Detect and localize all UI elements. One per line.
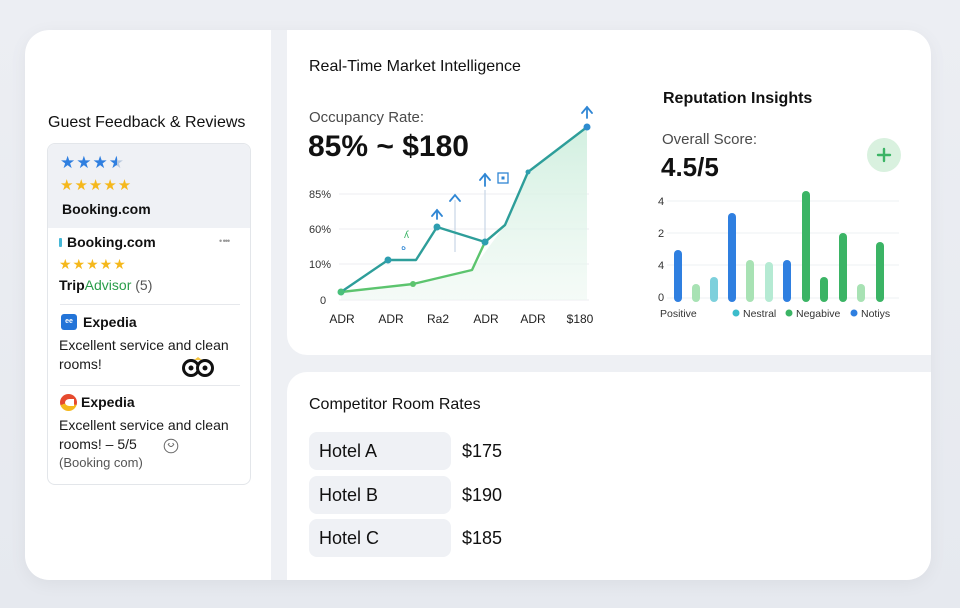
overall-score-label: Overall Score: — [662, 131, 758, 148]
blue-star-rating: ★★★★ — [60, 154, 125, 171]
expedia-icon: ee — [61, 314, 77, 330]
star-icon: ★ — [60, 153, 77, 172]
svg-text:0: 0 — [658, 292, 664, 304]
hotel-a-rate: $175 — [462, 441, 503, 461]
svg-text:Nestral: Nestral — [743, 308, 776, 320]
reputation-bar-chart: 4 2 4 0 Positive — [658, 191, 899, 320]
y-axis-labels: 4 2 4 0 — [658, 196, 664, 304]
star-icon: ★ — [76, 153, 93, 172]
bars — [674, 191, 884, 302]
svg-text:$180: $180 — [567, 312, 594, 326]
svg-text:Ra2: Ra2 — [427, 312, 449, 326]
data-point — [525, 169, 531, 175]
review-item[interactable]: ee Expedia Excellent service and clean r… — [59, 313, 241, 379]
hotel-a-row[interactable]: Hotel A — [309, 432, 451, 470]
competitor-rates-title: Competitor Room Rates — [309, 396, 481, 413]
data-point — [384, 256, 392, 264]
svg-text:85%: 85% — [309, 189, 331, 201]
data-point — [337, 288, 345, 296]
divider — [60, 304, 240, 305]
review-item[interactable]: Booking.com • ••• ★★★★★ TripAdvisor (5) — [59, 234, 241, 294]
svg-text:60%: 60% — [309, 224, 331, 236]
review-secondary: TripAdvisor (5) — [59, 277, 152, 293]
feedback-card: ★★★★ ★★★★★ Booking.com Booking.com • •••… — [47, 143, 251, 485]
review-stars: ★★★★★ — [59, 256, 127, 272]
review-source: Expedia — [83, 314, 137, 330]
review-count: (5) — [135, 277, 153, 293]
review-source: Expedia — [81, 394, 135, 410]
review-source: Booking.com — [67, 234, 156, 250]
review-text: Excellent service and clean rooms! — [59, 337, 229, 372]
svg-text:ADR: ADR — [473, 312, 499, 326]
divider — [60, 385, 240, 386]
svg-text:4: 4 — [658, 196, 664, 208]
tripadvisor-label-part2: Advisor — [84, 277, 132, 293]
booking-icon — [59, 238, 62, 247]
tripadvisor-owl-icon — [182, 357, 214, 377]
guest-feedback-panel: Guest Feedback & Reviews ★★★★ ★★★★★ Book… — [25, 30, 271, 580]
half-star-icon: ★ — [108, 153, 125, 172]
smiley-icon — [163, 438, 179, 454]
star-icon: ★★★★★ — [60, 177, 133, 194]
y-axis-labels: 85% 60% 10% 0 — [309, 189, 331, 307]
up-arrow-icons — [431, 105, 593, 220]
small-annotation: ʎ — [404, 230, 409, 241]
add-button[interactable] — [867, 138, 901, 172]
star-icon: ★ — [92, 153, 109, 172]
hotel-b-rate: $190 — [462, 485, 503, 505]
area-fill — [341, 127, 587, 300]
data-point — [481, 238, 489, 246]
svg-text:Negabive: Negabive — [796, 308, 841, 320]
svg-text:Notiys: Notiys — [861, 308, 890, 320]
data-point — [410, 281, 416, 287]
svg-text:4: 4 — [658, 260, 664, 272]
dashboard-frame: Guest Feedback & Reviews ★★★★ ★★★★★ Book… — [25, 30, 931, 580]
small-annotation: ه — [401, 242, 406, 253]
tripadvisor-label-part1: Trip — [59, 277, 85, 293]
rating-summary: ★★★★ ★★★★★ Booking.com — [48, 144, 250, 228]
review-item[interactable]: Expedia Excellent service and clean room… — [59, 393, 241, 475]
data-point — [583, 123, 591, 131]
market-intelligence-title: Real-Time Market Intelligence — [309, 58, 521, 75]
summary-source: Booking.com — [62, 201, 151, 217]
review-attribution: (Booking com) — [59, 455, 143, 470]
svg-text:Positive: Positive — [660, 308, 697, 320]
market-intelligence-panel: Real-Time Market Intelligence Occupancy … — [287, 30, 931, 355]
x-axis-labels: ADR ADR Ra2 ADR ADR $180 — [329, 312, 593, 326]
overall-score-value: 4.5/5 — [661, 152, 719, 182]
svg-text:ADR: ADR — [329, 312, 355, 326]
occupancy-line-chart: ʎ ه 85% 60% 10% 0 ADR ADR Ra2 ADR ADR $1… — [309, 105, 594, 326]
occupancy-line — [340, 126, 588, 293]
svg-text:0: 0 — [320, 295, 326, 307]
hotel-b-row[interactable]: Hotel B — [309, 476, 451, 514]
gold-star-rating: ★★★★★ — [60, 178, 132, 193]
reputation-title: Reputation Insights — [663, 90, 813, 107]
hotel-c-rate: $185 — [462, 528, 503, 548]
review-text-line2: rooms! – 5/5 — [59, 436, 137, 452]
svg-text:ADR: ADR — [378, 312, 404, 326]
svg-text:10%: 10% — [309, 259, 331, 271]
review-text-line1: Excellent service and clean — [59, 417, 229, 433]
svg-text:ADR: ADR — [520, 312, 546, 326]
guest-feedback-title: Guest Feedback & Reviews — [48, 114, 246, 131]
competitor-rates-panel: Competitor Room Rates Hotel A $175 Hotel… — [287, 372, 931, 580]
more-dots-icon[interactable]: • ••• — [219, 236, 230, 246]
expedia-orange-icon — [60, 394, 77, 411]
data-point — [433, 223, 441, 231]
svg-text:2: 2 — [658, 228, 664, 240]
chart-legend: Positive Nestral Negabive Notiys — [660, 308, 890, 320]
hotel-c-row[interactable]: Hotel C — [309, 519, 451, 557]
occupancy-value: 85% ~ $180 — [308, 130, 469, 163]
occupancy-label: Occupancy Rate: — [309, 109, 425, 126]
plus-icon — [876, 147, 892, 163]
square-marker-icon — [497, 172, 509, 184]
